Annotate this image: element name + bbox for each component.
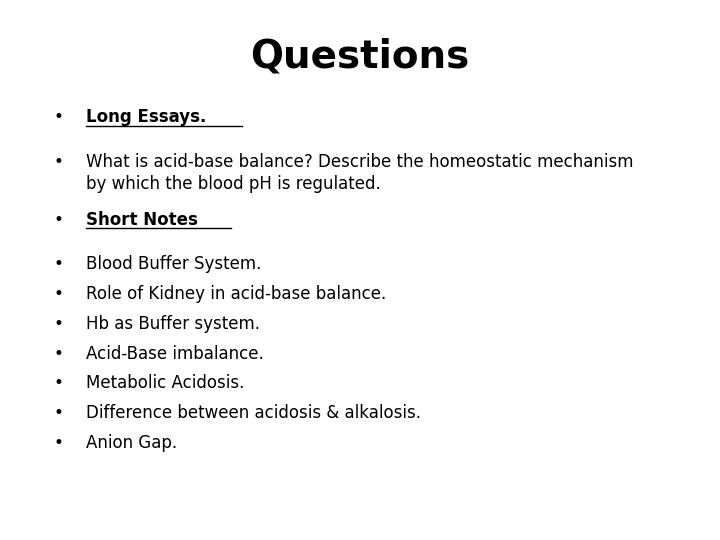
- Text: Hb as Buffer system.: Hb as Buffer system.: [86, 315, 261, 333]
- Text: •: •: [54, 374, 64, 392]
- Text: •: •: [54, 153, 64, 171]
- Text: •: •: [54, 108, 64, 126]
- Text: •: •: [54, 255, 64, 273]
- Text: •: •: [54, 211, 64, 228]
- Text: •: •: [54, 285, 64, 303]
- Text: Short Notes: Short Notes: [86, 211, 198, 228]
- Text: Role of Kidney in acid-base balance.: Role of Kidney in acid-base balance.: [86, 285, 387, 303]
- Text: •: •: [54, 315, 64, 333]
- Text: Blood Buffer System.: Blood Buffer System.: [86, 255, 262, 273]
- Text: Difference between acidosis & alkalosis.: Difference between acidosis & alkalosis.: [86, 404, 421, 422]
- Text: •: •: [54, 345, 64, 362]
- Text: •: •: [54, 404, 64, 422]
- Text: •: •: [54, 434, 64, 451]
- Text: Anion Gap.: Anion Gap.: [86, 434, 178, 451]
- Text: Long Essays.: Long Essays.: [86, 108, 207, 126]
- Text: Questions: Questions: [251, 38, 469, 76]
- Text: Metabolic Acidosis.: Metabolic Acidosis.: [86, 374, 245, 392]
- Text: Acid-Base imbalance.: Acid-Base imbalance.: [86, 345, 264, 362]
- Text: What is acid-base balance? Describe the homeostatic mechanism
by which the blood: What is acid-base balance? Describe the …: [86, 153, 634, 193]
